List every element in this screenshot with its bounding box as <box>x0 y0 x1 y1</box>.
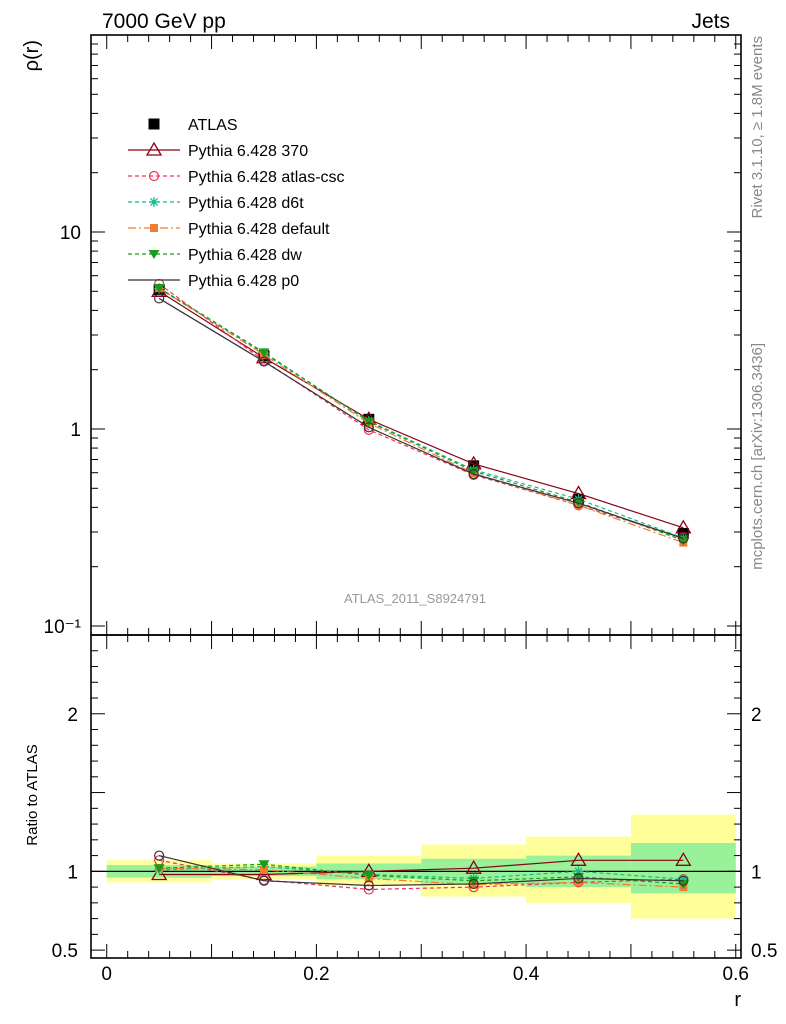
ratio-line-3 <box>159 867 684 888</box>
ratio-point-5-4 <box>573 873 584 884</box>
series-line-3 <box>158 288 684 539</box>
ratio-series-5 <box>154 850 689 891</box>
analysis-watermark: ATLAS_2011_S8924791 <box>344 591 486 606</box>
ratio-ytick-label-right-1: 1 <box>751 862 762 883</box>
data-point-6-4 <box>573 498 584 509</box>
ratio-line-4 <box>159 863 684 885</box>
ratio-point-0-3 <box>465 859 482 874</box>
ratio-point-5-1 <box>258 875 270 886</box>
legend-entry-3: Pythia 6.428 d6t <box>128 195 304 212</box>
ratio-xtick-label-1: 0.2 <box>303 964 329 985</box>
data-point-6-1 <box>258 356 270 367</box>
ratio-point-4-1 <box>258 860 270 870</box>
series-line-1 <box>158 290 684 529</box>
ratio-ylabel: Ratio to ATLAS <box>24 744 41 845</box>
series-1 <box>151 283 692 534</box>
legend-marker-0 <box>148 118 160 130</box>
main-panel: 10⁻¹ 1 10 ρ(r) ATLAS_2011_S8924791 ATLAS Py… <box>21 34 742 638</box>
main-ytick-label-0: 10⁻¹ <box>44 617 82 638</box>
main-ytick-label-2: 10 <box>60 223 81 244</box>
ratio-xtick-label-2: 0.4 <box>513 964 540 985</box>
ratio-point-5-3 <box>468 878 479 890</box>
legend-label-4: Pythia 6.428 default <box>188 221 330 238</box>
data-point-5-5 <box>677 536 689 546</box>
legend-entry-5: Pythia 6.428 dw <box>128 247 302 264</box>
series-line-4 <box>158 287 684 544</box>
header-left: 7000 GeV pp <box>102 10 226 33</box>
ratio-point-4-0 <box>153 864 165 874</box>
mcplots-label: mcplots.cern.ch [arXiv:1306.3436] <box>749 343 766 570</box>
header-right: Jets <box>691 10 730 33</box>
ratio-xtick-label-0: 0 <box>101 964 112 985</box>
ratio-ytick-label-left-0: 0.5 <box>52 941 78 962</box>
data-point-5-0 <box>153 283 165 293</box>
ratio-series-4 <box>153 860 689 889</box>
ratio-point-4-5 <box>677 879 689 889</box>
data-point-6-3 <box>468 469 479 480</box>
legend-marker-5 <box>148 250 160 259</box>
legend-entry-6: Pythia 6.428 p0 <box>128 273 299 290</box>
ratio-ytick-label-left-1: 1 <box>67 862 78 883</box>
ratio-ytick-label-right-0: 0.5 <box>751 941 777 962</box>
ratio-point-2-4 <box>573 866 584 877</box>
series-3 <box>154 283 689 543</box>
series-5 <box>153 283 689 546</box>
data-point-5-2 <box>363 417 375 427</box>
legend-label-5: Pythia 6.428 dw <box>188 247 302 264</box>
ratio-point-4-2 <box>363 871 375 881</box>
ratio-point-5-5 <box>678 875 689 886</box>
ratio-point-5-0 <box>154 850 165 861</box>
data-point-6-5 <box>678 533 689 544</box>
ratio-ytick-label-left-2: 2 <box>67 705 78 726</box>
rivet-version-label: Rivet 3.1.10, ≥ 1.8M events <box>749 36 766 219</box>
legend-label-0: ATLAS <box>188 117 238 134</box>
legend-marker-1 <box>145 141 163 156</box>
ratio-xlabel: r <box>734 989 741 1011</box>
legend-marker-3 <box>149 197 159 207</box>
ratio-line-0 <box>159 859 684 876</box>
data-point-5-3 <box>468 467 480 477</box>
ratio-line-5 <box>159 855 684 887</box>
legend-entry-4: Pythia 6.428 default <box>128 221 330 238</box>
series-line-2 <box>158 283 684 539</box>
data-point-6-0 <box>154 293 165 304</box>
legend-marker-4 <box>150 224 158 232</box>
ratio-xtick-label-3: 0.6 <box>723 964 749 985</box>
ratio-point-0-4 <box>570 852 587 866</box>
legend-entry-2: Pythia 6.428 atlas-csc <box>128 169 345 186</box>
data-point-5-1 <box>258 348 270 358</box>
ratio-point-2-5 <box>678 874 689 885</box>
legend-marker-2 <box>148 170 160 182</box>
legend-label-1: Pythia 6.428 370 <box>188 143 308 160</box>
ratio-ytick-label-right-2: 2 <box>751 705 762 726</box>
ratio-point-4-3 <box>468 876 480 886</box>
ratio-line-2 <box>159 866 684 880</box>
main-ylabel: ρ(r) <box>21 40 43 71</box>
series-line-6 <box>158 297 684 540</box>
series-0 <box>153 284 689 539</box>
legend-label-6: Pythia 6.428 p0 <box>188 273 299 290</box>
ratio-point-3-1 <box>259 865 268 874</box>
series-6 <box>154 293 689 544</box>
legend: ATLAS Pythia 6.428 370 Pythia 6.428 atlas-… <box>128 117 345 290</box>
ratio-panel: 0.5 0.5 1 1 2 2 0 0.2 0.4 0.6 Ratio to ATLAS r <box>24 634 777 1011</box>
ratio-point-0-5 <box>675 852 692 866</box>
legend-label-3: Pythia 6.428 d6t <box>188 195 304 212</box>
legend-label-2: Pythia 6.428 atlas-csc <box>188 169 345 186</box>
data-point-6-2 <box>363 422 374 433</box>
ratio-point-0-0 <box>151 866 168 881</box>
legend-entry-0: ATLAS <box>148 117 238 134</box>
ratio-frame <box>90 634 742 959</box>
ratio-point-5-2 <box>363 880 374 891</box>
legend-entry-1: Pythia 6.428 370 <box>128 141 308 160</box>
main-ytick-label-1: 1 <box>70 420 81 441</box>
series-4 <box>155 283 688 547</box>
